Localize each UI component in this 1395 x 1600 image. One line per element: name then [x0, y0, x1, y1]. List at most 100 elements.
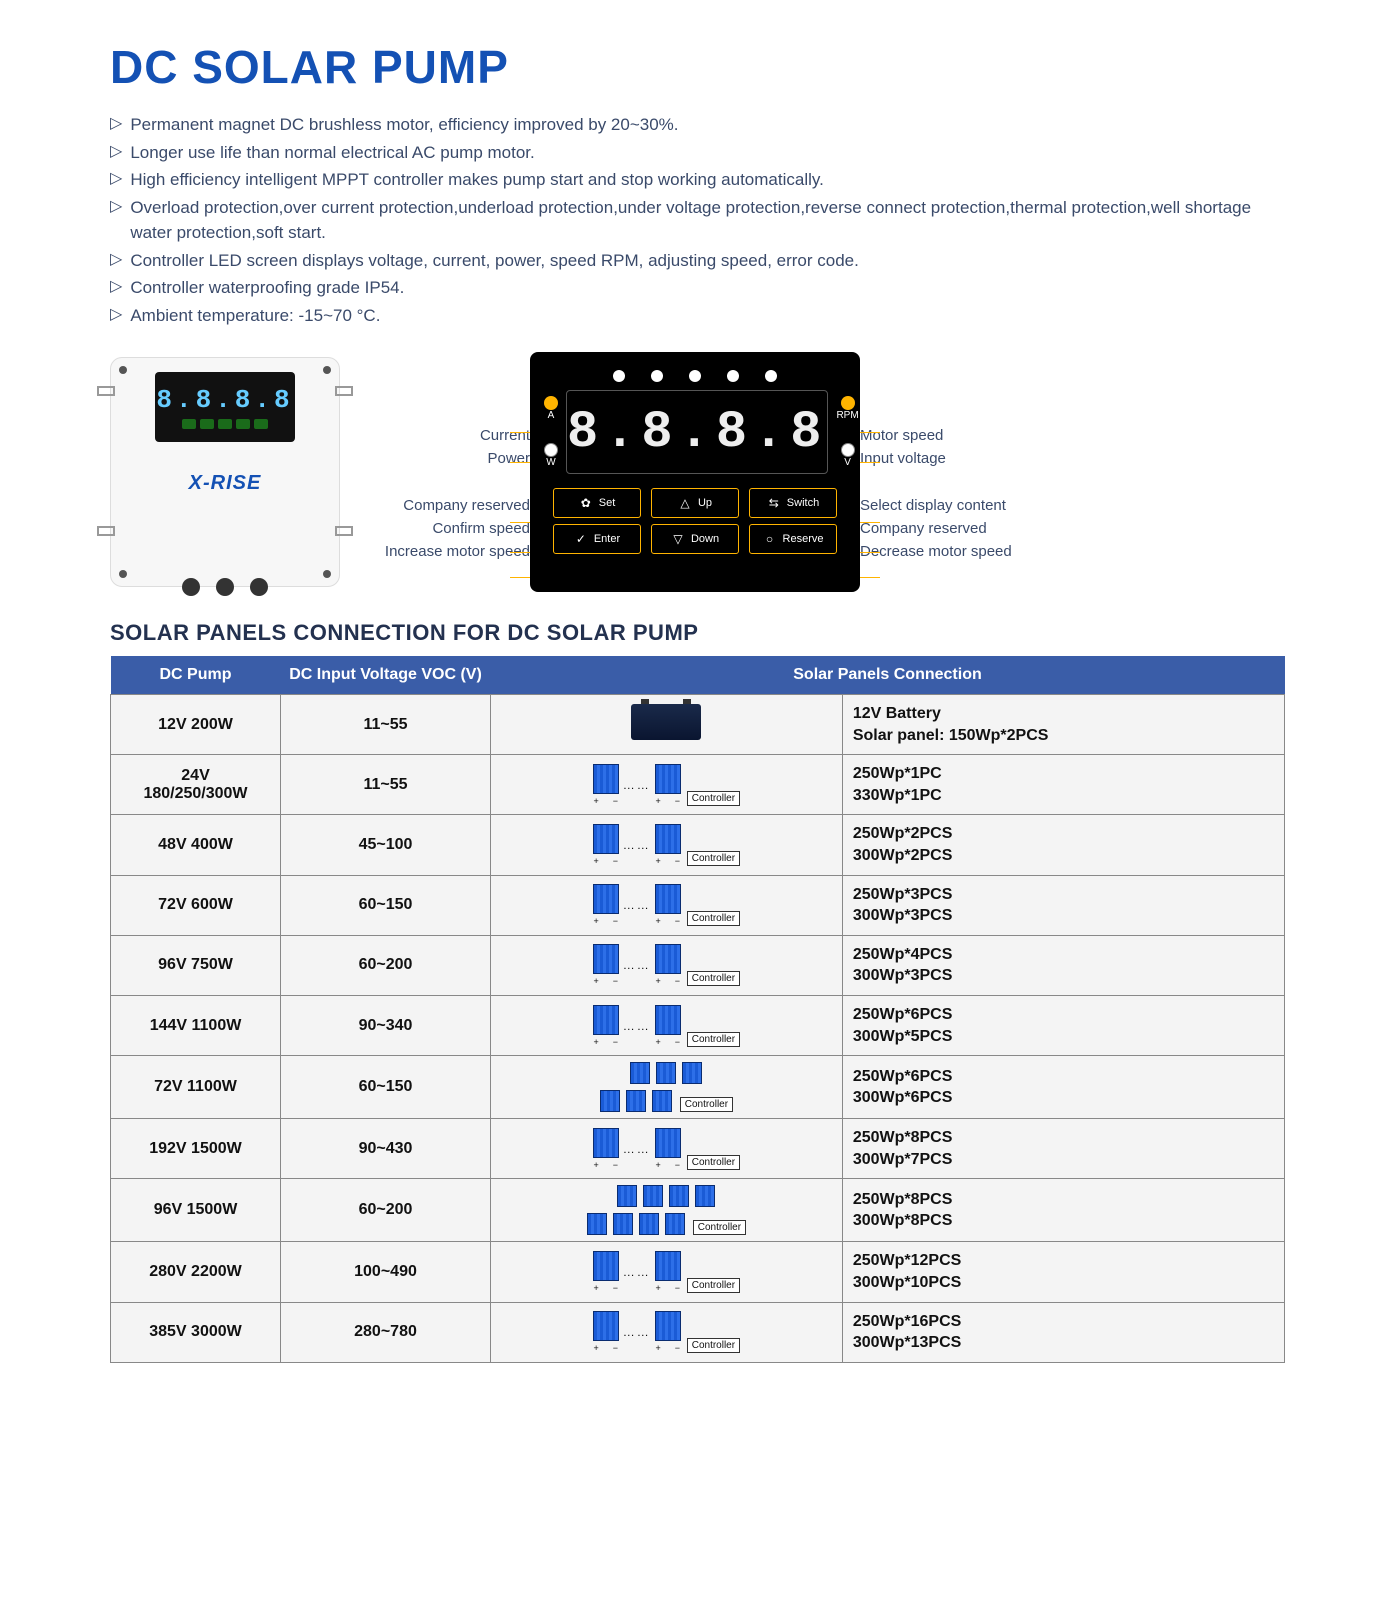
cell-pump: 385V 3000W [111, 1302, 281, 1362]
cell-voc: 90~340 [281, 995, 491, 1055]
cell-panels: 250Wp*16PCS300Wp*13PCS [842, 1302, 1284, 1362]
table-row: 72V 1100W60~150Controller250Wp*6PCS300Wp… [111, 1056, 1285, 1119]
cell-panels: 12V BatterySolar panel: 150Wp*2PCS [842, 695, 1284, 755]
cell-panels: 250Wp*2PCS300Wp*2PCS [842, 815, 1284, 875]
panel-leds [613, 370, 777, 382]
col-voc: DC Input Voltage VOC (V) [281, 656, 491, 695]
bullet-icon: ▷ [110, 140, 122, 164]
cell-diagram: +−……+−Controller [491, 1302, 843, 1362]
cell-voc: 60~150 [281, 875, 491, 935]
callout-left: Power [360, 450, 530, 467]
bullet-icon: ▷ [110, 195, 122, 219]
callout-left: Current [360, 427, 530, 444]
panel-button-label: Reserve [783, 533, 824, 545]
cell-diagram: +−……+−Controller [491, 1242, 843, 1302]
bullet-text: Overload protection,over current protect… [130, 195, 1285, 246]
cell-panels: 250Wp*12PCS300Wp*10PCS [842, 1242, 1284, 1302]
panel-button-label: Up [698, 497, 712, 509]
bullet-icon: ▷ [110, 112, 122, 136]
cell-voc: 90~430 [281, 1119, 491, 1179]
gear-icon: ✿ [579, 496, 593, 510]
cell-voc: 280~780 [281, 1302, 491, 1362]
cell-diagram: +−……+−Controller [491, 935, 843, 995]
panel-button-label: Enter [594, 533, 620, 545]
cell-pump: 48V 400W [111, 815, 281, 875]
cell-pump: 280V 2200W [111, 1242, 281, 1302]
panel-button-label: Switch [787, 497, 819, 509]
table-row: 48V 400W45~100+−……+−Controller250Wp*2PCS… [111, 815, 1285, 875]
cell-pump: 192V 1500W [111, 1119, 281, 1179]
cell-panels: 250Wp*3PCS300Wp*3PCS [842, 875, 1284, 935]
callout-left: Increase motor speed [360, 543, 530, 560]
feature-bullets: ▷ Permanent magnet DC brushless motor, ef… [110, 112, 1285, 328]
bullet-text: Permanent magnet DC brushless motor, eff… [130, 112, 678, 138]
cell-pump: 144V 1100W [111, 995, 281, 1055]
bullet-text: High efficiency intelligent MPPT control… [130, 167, 824, 193]
cell-diagram [491, 695, 843, 755]
cell-pump: 96V 750W [111, 935, 281, 995]
indicator-w: W [544, 457, 558, 468]
cell-pump: 96V 1500W [111, 1179, 281, 1242]
panel-button-set[interactable]: ✿Set [553, 488, 641, 518]
table-row: 385V 3000W280~780+−……+−Controller250Wp*1… [111, 1302, 1285, 1362]
product-lcd-digits: 8.8.8.8 [156, 385, 293, 415]
callout-right: Company reserved [860, 520, 1060, 537]
cell-diagram: +−……+−Controller [491, 1119, 843, 1179]
cell-panels: 250Wp*1PC330Wp*1PC [842, 755, 1284, 815]
cell-pump: 24V180/250/300W [111, 755, 281, 815]
table-row: 144V 1100W90~340+−……+−Controller250Wp*6P… [111, 995, 1285, 1055]
panel-button-enter[interactable]: ✓ Enter [553, 524, 641, 554]
down-icon: ▽ [671, 532, 685, 546]
indicator-rpm: RPM [836, 410, 858, 421]
cell-diagram: Controller [491, 1179, 843, 1242]
callouts-right: Motor speedInput voltageSelect display c… [860, 379, 1060, 566]
cell-voc: 60~150 [281, 1056, 491, 1119]
cell-voc: 60~200 [281, 1179, 491, 1242]
bullet-text: Ambient temperature: -15~70 °C. [130, 303, 380, 329]
table-heading: SOLAR PANELS CONNECTION FOR DC SOLAR PUM… [110, 620, 1285, 646]
cell-panels: 250Wp*8PCS300Wp*8PCS [842, 1179, 1284, 1242]
indicator-a: A [544, 410, 558, 421]
swap-icon: ⇆ [767, 496, 781, 510]
bullet-icon: ▷ [110, 167, 122, 191]
bullet-icon: ▷ [110, 275, 122, 299]
table-row: 192V 1500W90~430+−……+−Controller250Wp*8P… [111, 1119, 1285, 1179]
panel-button-label: Down [691, 533, 719, 545]
col-dc-pump: DC Pump [111, 656, 281, 695]
panel-button-down[interactable]: ▽ Down [651, 524, 739, 554]
cell-panels: 250Wp*6PCS300Wp*6PCS [842, 1056, 1284, 1119]
cell-diagram: +−……+−Controller [491, 755, 843, 815]
callouts-left: CurrentPowerCompany reservedConfirm spee… [360, 379, 530, 566]
cell-voc: 100~490 [281, 1242, 491, 1302]
bullet-text: Controller waterproofing grade IP54. [130, 275, 404, 301]
panel-digits: 8.8.8.8 [567, 403, 827, 462]
up-icon: △ [678, 496, 692, 510]
table-row: 72V 600W60~150+−……+−Controller250Wp*3PCS… [111, 875, 1285, 935]
panel-button-switch[interactable]: ⇆ Switch [749, 488, 837, 518]
cell-panels: 250Wp*6PCS300Wp*5PCS [842, 995, 1284, 1055]
cell-diagram: +−……+−Controller [491, 875, 843, 935]
panel-button-reserve[interactable]: ○Reserve [749, 524, 837, 554]
cell-panels: 250Wp*4PCS300Wp*3PCS [842, 935, 1284, 995]
callout-right: Input voltage [860, 450, 1060, 467]
table-row: 280V 2200W100~490+−……+−Controller250Wp*1… [111, 1242, 1285, 1302]
controller-product-image: 8.8.8.8 X-RISE [110, 357, 340, 587]
brand-logo: X-RISE [189, 472, 262, 495]
battery-icon [631, 704, 701, 740]
cell-voc: 45~100 [281, 815, 491, 875]
check-icon: ✓ [574, 532, 588, 546]
cell-pump: 72V 600W [111, 875, 281, 935]
callout-right: Decrease motor speed [860, 543, 1060, 560]
panel-button-up[interactable]: △ Up [651, 488, 739, 518]
table-row: 96V 750W60~200+−……+−Controller250Wp*4PCS… [111, 935, 1285, 995]
panel-button-row-1: ✿Set △ Up ⇆ Switch [553, 488, 837, 518]
cell-voc: 60~200 [281, 935, 491, 995]
cell-panels: 250Wp*8PCS300Wp*7PCS [842, 1119, 1284, 1179]
cell-pump: 12V 200W [111, 695, 281, 755]
cell-pump: 72V 1100W [111, 1056, 281, 1119]
cell-diagram: +−……+−Controller [491, 995, 843, 1055]
display-panel: A W 8.8.8.8 RPM V ✿Set△Up⇆Switch ✓Enter▽… [530, 352, 860, 592]
bullet-icon: ▷ [110, 248, 122, 272]
bullet-text: Longer use life than normal electrical A… [130, 140, 534, 166]
panel-button-row-2: ✓ Enter ▽ Down ○Reserve [553, 524, 837, 554]
